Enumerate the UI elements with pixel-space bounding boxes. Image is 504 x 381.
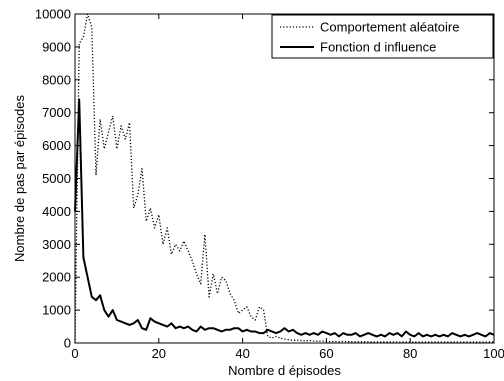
axis-ticks (74, 13, 495, 344)
y-tick-label: 6000 (42, 138, 71, 153)
y-tick-label: 4000 (42, 204, 71, 219)
x-tick-label: 100 (483, 346, 504, 361)
x-axis-label: Nombre d épisodes (228, 363, 341, 378)
y-tick-label: 9000 (42, 39, 71, 54)
legend: Comportement aléatoire Fonction d influe… (271, 14, 494, 59)
series-line-1 (74, 98, 495, 338)
legend-box (271, 14, 494, 59)
x-tick-label: 20 (152, 346, 166, 361)
y-axis-label: Nombre de pas par épisodes (12, 95, 27, 262)
x-tick-label: 80 (403, 346, 417, 361)
series-line-0 (74, 13, 494, 344)
x-tick-label: 40 (235, 346, 249, 361)
x-tick-labels: 0 20 40 60 80 100 (71, 346, 504, 361)
series-lines (74, 13, 495, 344)
plot-area-border (74, 13, 495, 344)
y-tick-label: 10000 (35, 7, 71, 22)
y-tick-label: 3000 (42, 237, 71, 252)
x-tick-label: 0 (71, 346, 78, 361)
y-tick-label: 2000 (42, 270, 71, 285)
y-tick-label: 0 (64, 336, 71, 351)
y-tick-label: 5000 (42, 171, 71, 186)
x-tick-label: 60 (319, 346, 333, 361)
plot-frame (74, 13, 495, 344)
y-tick-label: 1000 (42, 303, 71, 318)
y-tick-label: 8000 (42, 72, 71, 87)
y-tick-labels: 0 1000 2000 3000 4000 5000 6000 7000 8000 9000 100… (35, 7, 71, 351)
legend-label-comportement-aleatoire: Comportement aléatoire (320, 20, 459, 35)
legend-label-fonction-d-influence: Fonction d influence (320, 40, 436, 55)
y-tick-label: 7000 (42, 105, 71, 120)
